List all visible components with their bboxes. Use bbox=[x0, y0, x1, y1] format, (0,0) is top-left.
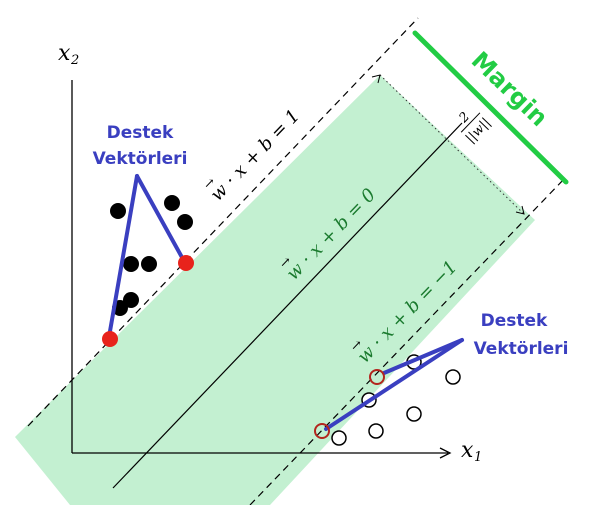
data-point-negative bbox=[445, 369, 461, 385]
x-axis-arrowhead bbox=[439, 447, 452, 459]
x-axis-label-sub: 1 bbox=[474, 450, 482, 465]
right-annotation-line1: Destek bbox=[481, 311, 548, 331]
data-point-positive bbox=[110, 203, 126, 219]
left-annotation-line2: Vektörleri bbox=[93, 149, 188, 169]
y-axis-label-sub: 2 bbox=[70, 53, 79, 68]
x-axis-label: x 1 bbox=[461, 438, 482, 465]
margin-arrow-start bbox=[371, 74, 381, 84]
margin-arrow-end bbox=[515, 205, 525, 215]
support-vector-negative bbox=[314, 423, 330, 439]
y-axis-label-main: x bbox=[58, 41, 71, 66]
margin-fraction: 2 ||w|| bbox=[456, 109, 494, 146]
data-point-negative bbox=[368, 423, 384, 439]
data-point-positive bbox=[141, 256, 157, 272]
left-annotation-pointer bbox=[107, 174, 139, 339]
right-annotation-pointer bbox=[324, 338, 464, 431]
right-support-vector-annotation: Destek Vektörleri bbox=[474, 311, 569, 359]
left-annotation-line1: Destek bbox=[107, 123, 174, 143]
data-point-positive bbox=[164, 195, 180, 211]
left-support-vector-annotation: Destek Vektörleri bbox=[93, 123, 188, 169]
right-annotation-pointer bbox=[382, 338, 464, 375]
margin-green-bar bbox=[412, 30, 569, 185]
positive-margin-line bbox=[27, 17, 419, 427]
x-axis-label-main: x bbox=[461, 438, 474, 463]
right-annotation-line2: Vektörleri bbox=[474, 339, 569, 359]
margin-width-indicator bbox=[379, 74, 525, 215]
margin-fraction-numerator: 2 bbox=[456, 109, 473, 126]
data-point-positive bbox=[123, 292, 139, 308]
margin-fraction-bar bbox=[460, 112, 481, 133]
left-annotation-pointer bbox=[135, 174, 186, 263]
data-point-positive bbox=[177, 214, 193, 230]
negative-margin-line bbox=[249, 176, 567, 505]
support-vector-positive bbox=[102, 331, 118, 347]
support-vector-negative bbox=[369, 369, 385, 385]
y-axis-label: x 2 bbox=[58, 41, 79, 68]
support-vector-positive bbox=[178, 255, 194, 271]
data-point-positive bbox=[123, 256, 139, 272]
data-point-negative bbox=[331, 430, 347, 446]
data-point-negative bbox=[406, 406, 422, 422]
decision-boundary bbox=[112, 122, 463, 489]
